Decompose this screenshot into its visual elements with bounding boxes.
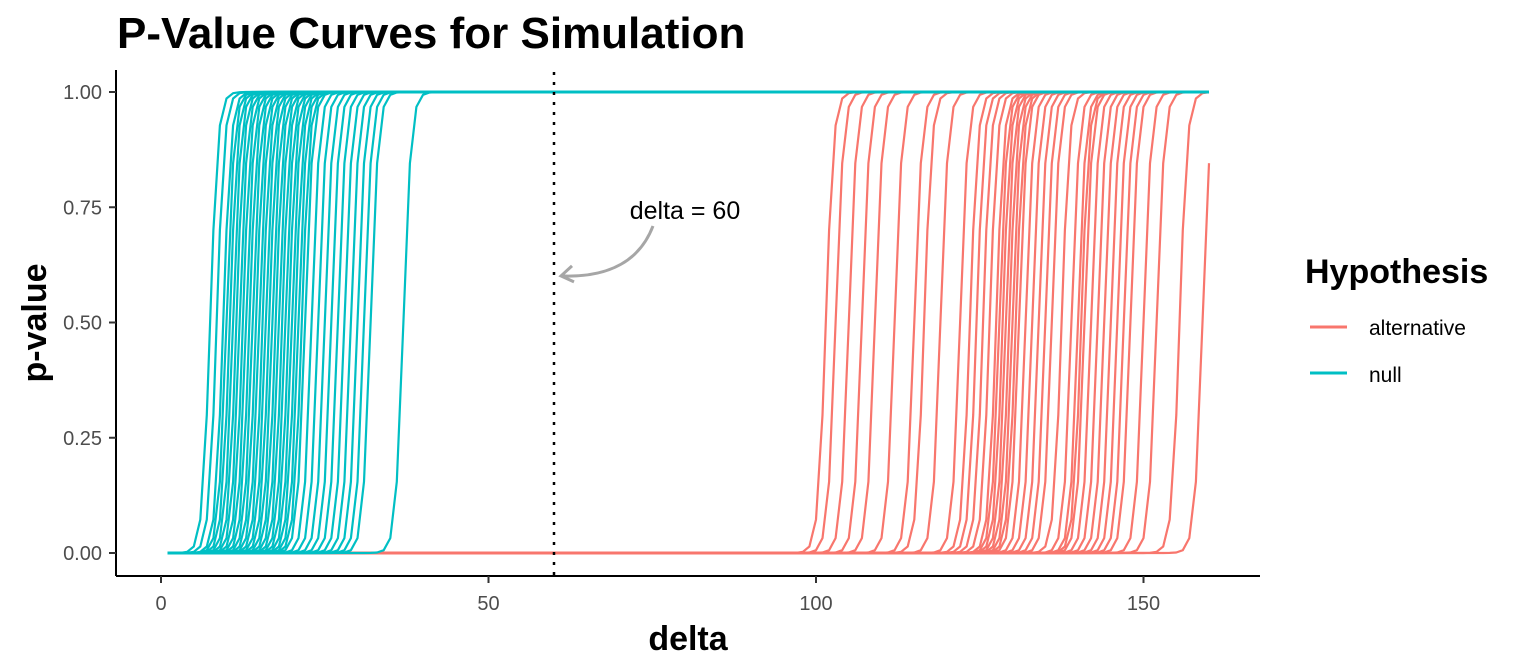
y-tick-label: 0.25: [63, 428, 102, 450]
legend-label-null: null: [1369, 364, 1402, 387]
annotation-arrowhead: [558, 264, 575, 284]
x-tick-label: 150: [1127, 593, 1160, 615]
y-axis-title: p-value: [16, 263, 54, 382]
annotation-arrow: [560, 225, 655, 278]
legend-label-alternative: alternative: [1369, 317, 1466, 340]
y-tick-label: 1.00: [63, 82, 102, 104]
plot-lines: [167, 90, 1211, 555]
y-tick-label: 0.00: [63, 543, 102, 565]
x-axis-ticks: 0 50 100 150: [155, 576, 1160, 615]
y-axis-ticks: 0.00 0.25 0.50 0.75 1.00: [63, 82, 116, 565]
annotation-text: delta = 60: [630, 197, 741, 225]
x-tick-label: 100: [799, 593, 832, 615]
curve-null: [167, 90, 1209, 555]
x-axis-title: delta: [648, 620, 728, 658]
x-tick-label: 50: [477, 593, 499, 615]
x-tick-label: 0: [155, 593, 166, 615]
chart-title: P-Value Curves for Simulation: [117, 9, 745, 58]
legend: Hypothesis alternative null: [1305, 253, 1488, 387]
legend-title: Hypothesis: [1305, 253, 1488, 291]
y-tick-label: 0.50: [63, 313, 102, 335]
y-tick-label: 0.75: [63, 197, 102, 219]
